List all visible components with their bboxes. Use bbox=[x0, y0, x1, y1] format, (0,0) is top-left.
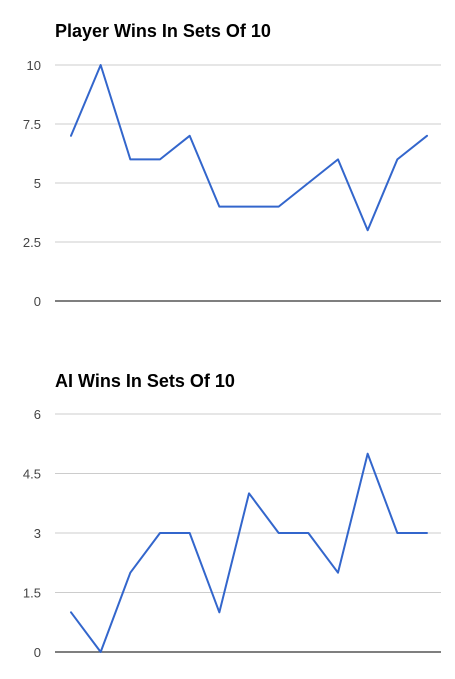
series-line bbox=[70, 64, 428, 232]
y-tick-label: 4.5 bbox=[23, 467, 41, 482]
chart-title: AI Wins In Sets Of 10 bbox=[55, 371, 235, 391]
y-tick-label: 0 bbox=[34, 294, 41, 309]
y-tick-label: 5 bbox=[34, 176, 41, 191]
chart-title: Player Wins In Sets Of 10 bbox=[55, 21, 271, 41]
y-tick-label: 1.5 bbox=[23, 586, 41, 601]
y-tick-label: 6 bbox=[34, 407, 41, 422]
y-tick-label: 10 bbox=[27, 58, 41, 73]
y-tick-label: 2.5 bbox=[23, 235, 41, 250]
player-wins-plot: 0 2.5 5 7.5 10 bbox=[23, 58, 441, 309]
y-tick-label: 7.5 bbox=[23, 117, 41, 132]
player-wins-chart: Player Wins In Sets Of 10 0 2.5 5 7.5 10 bbox=[23, 21, 441, 309]
y-tick-label: 3 bbox=[34, 526, 41, 541]
series-line bbox=[70, 452, 428, 653]
y-tick-label: 0 bbox=[34, 645, 41, 660]
ai-wins-chart: AI Wins In Sets Of 10 0 1.5 3 4.5 6 bbox=[0, 340, 455, 679]
ai-wins-plot: 0 1.5 3 4.5 6 bbox=[23, 407, 441, 660]
